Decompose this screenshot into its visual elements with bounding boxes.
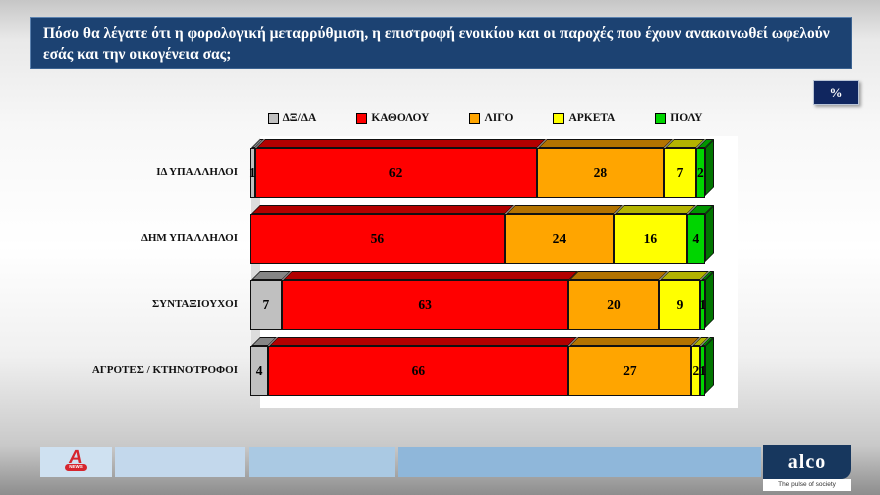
legend-label: ΚΑΘΟΛΟΥ — [371, 112, 430, 124]
category-label: ΣΥΝΤΑΞΙΟΥΧΟΙ — [151, 298, 238, 311]
bar-value-label: 7 — [676, 165, 684, 180]
bar-value-label: 63 — [418, 297, 432, 312]
footer-strip-4 — [398, 447, 761, 477]
bar-row: ΙΔ ΥΠΑΛΛΗΛΟΙ 1 62 28 7 2 — [10, 139, 870, 198]
bar-segment: 7 — [664, 139, 705, 198]
bar-segment-top-face — [282, 271, 578, 280]
footer-strip-1: A NEWS — [40, 447, 112, 477]
category-label: ΑΓΡΟΤΕΣ / ΚΤΗΝΟΤΡΟΦΟΙ — [91, 364, 238, 377]
bar-side-face — [704, 337, 714, 394]
bar-side-face — [704, 205, 714, 262]
bar-segment-top-face — [251, 205, 514, 214]
bar-value-label: 66 — [411, 363, 426, 378]
bar-segment: 7 — [250, 271, 291, 330]
bar-segment: 2 — [691, 337, 710, 396]
bar-row: ΔΗΜ ΥΠΑΛΛΗΛΟΙ 56 24 16 4 — [10, 205, 870, 264]
bar-value-label: 62 — [388, 165, 403, 180]
footer-strip-2 — [115, 447, 245, 477]
stacked-bar-chart: ΔΞ/ΔΑ ΚΑΘΟΛΟΥ ΛΙΓΟ ΑΡΚΕΤΑ ΠΟΛΥ ΙΔ ΥΠΑΛΛΗΛΟΙ 1… — [10, 112, 870, 412]
legend-item: ΔΞ/ΔΑ — [267, 112, 317, 124]
question-title: Πόσο θα λέγατε ότι η φορολογική μεταρρύθ… — [30, 17, 852, 69]
bar-value-label: 9 — [676, 297, 684, 312]
legend-marker-icon — [553, 112, 565, 124]
bar-value-label: 20 — [607, 297, 621, 312]
bar-row: ΑΓΡΟΤΕΣ / ΚΤΗΝΟΤΡΟΦΟΙ 4 66 27 2 1 — [10, 337, 870, 396]
bar-segment: 9 — [659, 271, 710, 330]
bar-value-label: 1 — [248, 165, 256, 180]
bar-segment: 1 — [699, 271, 714, 330]
alpha-news-banner: NEWS — [65, 464, 87, 471]
legend-marker-icon — [469, 112, 481, 124]
bar-segment-top-face — [614, 205, 696, 214]
rows: ΙΔ ΥΠΑΛΛΗΛΟΙ 1 62 28 7 2 ΔΗΜ ΥΠΑΛΛΗΛΟΙ 56 24 16 4 Σ… — [10, 136, 870, 408]
bar-value-label: 56 — [370, 231, 385, 246]
bar-segment-top-face — [505, 205, 623, 214]
stacked-bar: 7 63 20 9 1 — [250, 271, 714, 330]
category-label: ΙΔ ΥΠΑΛΛΗΛΟΙ — [156, 166, 238, 179]
bar-segment: 24 — [504, 205, 623, 264]
alco-tagline: The pulse of society — [763, 479, 851, 491]
legend-label: ΔΞ/ΔΑ — [282, 112, 317, 124]
bar-segment: 28 — [536, 139, 674, 198]
bar-value-label: 27 — [623, 363, 637, 378]
bar-value-label: 24 — [552, 231, 567, 246]
bar-value-label: 16 — [643, 231, 658, 246]
bar-segment: 20 — [568, 271, 669, 330]
bar-segment-top-face — [269, 337, 578, 346]
bar-value-label: 4 — [692, 231, 700, 246]
bar-segment: 4 — [250, 337, 278, 396]
category-label: ΔΗΜ ΥΠΑΛΛΗΛΟΙ — [140, 232, 238, 245]
legend-marker-icon — [356, 112, 368, 124]
stacked-bar: 1 62 28 7 2 — [248, 139, 714, 198]
legend-label: ΛΙΓΟ — [484, 112, 514, 124]
alco-logo-box: alco — [763, 445, 851, 479]
bar-side-face — [704, 139, 714, 196]
legend-marker-icon — [655, 112, 667, 124]
legend-item: ΛΙΓΟ — [469, 112, 513, 124]
bar-segment: 4 — [686, 205, 714, 264]
legend-marker-icon — [267, 112, 279, 124]
bar-segment: 56 — [250, 205, 514, 264]
alpha-news-logo-icon: A NEWS — [64, 447, 88, 475]
bar-segment: 1 — [248, 139, 264, 198]
bar-value-label: 28 — [593, 165, 608, 180]
legend-item: ΚΑΘΟΛΟΥ — [356, 112, 429, 124]
alpha-letter: A — [67, 447, 85, 468]
bar-segment-top-face — [569, 271, 669, 280]
bar-segment: 27 — [568, 337, 701, 396]
stacked-bar: 4 66 27 2 1 — [250, 337, 714, 396]
legend: ΔΞ/ΔΑ ΚΑΘΟΛΟΥ ΛΙΓΟ ΑΡΚΕΤΑ ΠΟΛΥ — [250, 112, 720, 124]
bar-segment-top-face — [255, 139, 546, 148]
bar-value-label: 4 — [255, 363, 263, 378]
legend-item: ΠΟΛΥ — [655, 112, 702, 124]
legend-label: ΠΟΛΥ — [670, 112, 703, 124]
bar-segment: 62 — [254, 139, 546, 198]
bar-value-label: 2 — [697, 165, 704, 180]
stacked-bar: 56 24 16 4 — [250, 205, 714, 264]
bar-segment-top-face — [537, 139, 674, 148]
legend-label: ΑΡΚΕΤΑ — [568, 112, 616, 124]
bar-segment: 2 — [695, 139, 714, 198]
bar-row: ΣΥΝΤΑΞΙΟΥΧΟΙ 7 63 20 9 1 — [10, 271, 870, 330]
bar-segment: 66 — [268, 337, 578, 396]
alco-logo: alco The pulse of society — [763, 445, 851, 491]
axis-wall — [251, 138, 260, 406]
bar-segment: 16 — [613, 205, 696, 264]
bar-value-label: 1 — [699, 297, 707, 312]
bar-segment: 63 — [281, 271, 578, 330]
percent-badge: % — [813, 80, 859, 105]
bar-side-face — [704, 271, 714, 328]
footer-strip-3 — [249, 447, 395, 477]
bar-value-label: 7 — [262, 297, 270, 312]
bar-segment-top-face — [569, 337, 701, 346]
bar-segment: 1 — [699, 337, 714, 396]
bar-value-label: 1 — [699, 363, 707, 378]
legend-item: ΑΡΚΕΤΑ — [553, 112, 615, 124]
bar-value-label: 2 — [692, 363, 700, 378]
alco-logo-name: alco — [787, 450, 827, 473]
